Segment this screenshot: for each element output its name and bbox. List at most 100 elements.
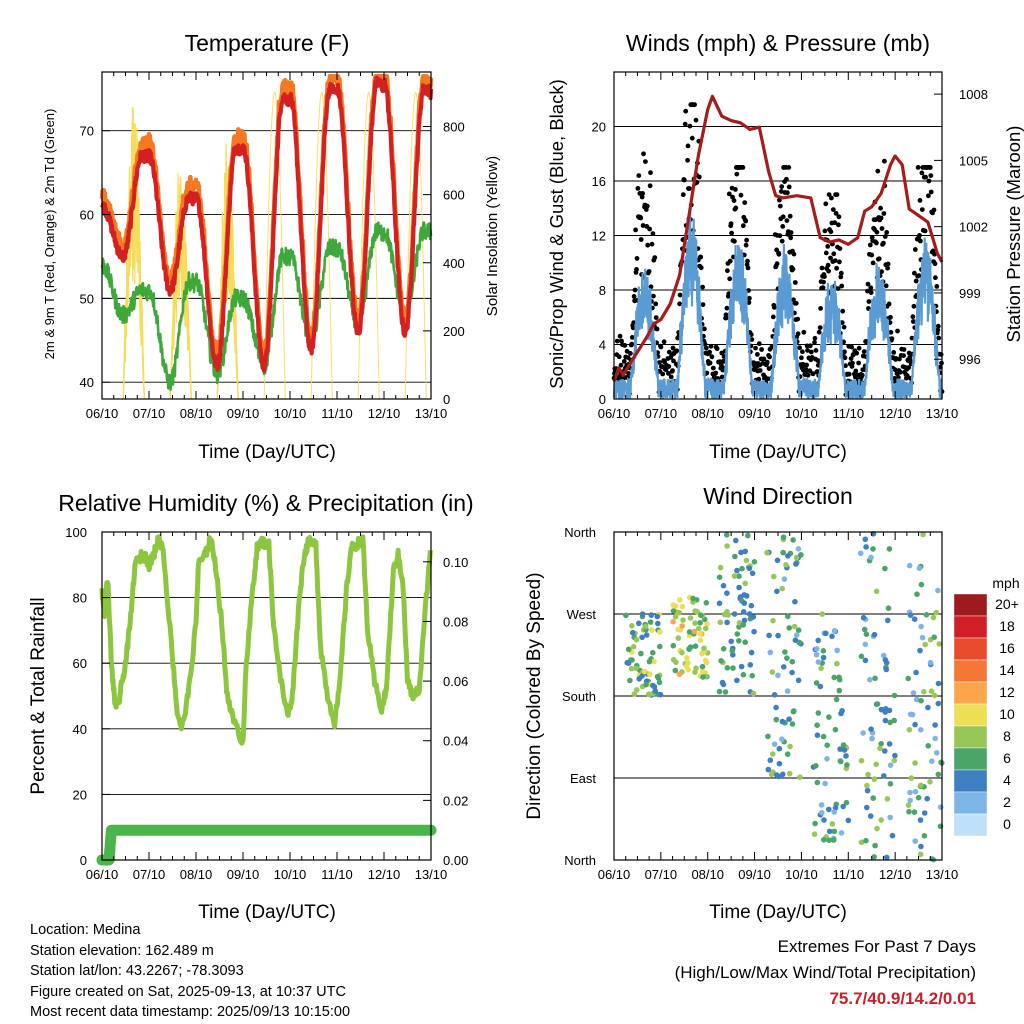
gust-point (654, 326, 660, 332)
direction-point (836, 687, 843, 694)
direction-point (858, 757, 865, 764)
gust-point (671, 358, 676, 364)
gust-point (837, 246, 843, 252)
direction-point (655, 620, 661, 627)
direction-point (924, 795, 930, 802)
gust-point (742, 200, 748, 206)
direction-point (740, 609, 747, 615)
gust-point (815, 369, 820, 374)
direction-point (765, 733, 771, 740)
gust-point (710, 365, 716, 371)
gust-point (831, 251, 837, 257)
direction-point (767, 649, 774, 656)
direction-point (872, 675, 878, 682)
direction-point (679, 623, 685, 629)
gust-point (840, 308, 846, 314)
gust-point (647, 183, 653, 189)
direction-point (906, 727, 913, 733)
direction-point (826, 806, 832, 813)
gust-point (653, 301, 659, 307)
gust-point (889, 336, 895, 341)
direction-point (871, 631, 878, 638)
humidity-series (99, 534, 433, 746)
gust-point (753, 345, 758, 351)
direction-point (697, 637, 704, 643)
direction-point (795, 546, 802, 552)
gust-point (805, 372, 811, 378)
elevation-text: Station elevation: 162.489 m (30, 942, 214, 959)
direction-point (720, 582, 727, 589)
gust-point (740, 223, 746, 229)
gust-point (777, 203, 783, 209)
colorbar-swatch (953, 791, 988, 815)
gust-point (883, 283, 889, 289)
direction-point (773, 704, 779, 711)
direction-point (821, 817, 827, 823)
y-tick-label: 4 (599, 338, 606, 353)
gust-point (795, 316, 801, 322)
solar-line (122, 123, 145, 400)
direction-point (647, 619, 654, 625)
gust-point (692, 102, 697, 108)
gust-point (653, 315, 659, 320)
gust-point (617, 333, 623, 339)
direction-point (923, 612, 930, 618)
direction-point (913, 669, 919, 676)
direction-point (679, 603, 686, 610)
colorbar-swatch (953, 725, 988, 749)
gust-point (635, 186, 641, 191)
direction-point (882, 709, 888, 715)
direction-point (629, 657, 635, 663)
gust-point (838, 274, 844, 280)
direction-point (633, 636, 640, 643)
gust-point (792, 280, 798, 285)
direction-point (862, 536, 869, 543)
gust-point (841, 324, 847, 330)
direction-point (779, 718, 786, 725)
direction-point (676, 609, 682, 616)
direction-point (935, 771, 942, 778)
x-tick-label: 10/10 (274, 406, 307, 421)
gust-point (700, 302, 706, 307)
gust-point (626, 371, 631, 376)
direction-point (931, 634, 937, 640)
gust-point (926, 178, 932, 184)
direction-point (624, 659, 630, 666)
direction-point (860, 730, 866, 736)
solar-line (357, 91, 380, 400)
direction-point (925, 743, 931, 749)
direction-point (885, 605, 892, 611)
gust-point (834, 192, 840, 198)
direction-point (813, 763, 819, 769)
direction-point (625, 646, 632, 653)
humidity-panel: Relative Humidity (%) & Precipitation (i… (28, 490, 474, 923)
x-tick-label: 12/10 (879, 867, 912, 882)
direction-point (699, 668, 706, 675)
gust-point (616, 354, 622, 360)
direction-point (887, 781, 894, 787)
gust-point (709, 354, 715, 360)
gust-point (836, 214, 842, 220)
direction-point (750, 614, 757, 620)
direction-point (838, 830, 845, 836)
x-tick-label: 08/10 (691, 867, 724, 882)
x-tick-label: 06/10 (86, 867, 119, 882)
direction-point (857, 550, 864, 557)
extremes-box: Extremes For Past 7 Days (High/Low/Max W… (675, 934, 976, 1012)
gust-point (728, 221, 734, 227)
direction-point (864, 787, 871, 794)
direction-point (843, 753, 849, 759)
gust-point (786, 165, 792, 170)
gust-point (799, 355, 804, 361)
direction-point (676, 671, 683, 678)
direction-point (937, 804, 944, 810)
gust-point (724, 315, 729, 321)
direction-point (739, 565, 745, 572)
temperature-title: Temperature (F) (185, 30, 350, 56)
gust-point (834, 265, 839, 271)
gust-point (793, 300, 799, 306)
gust-point (839, 283, 845, 289)
y2-tick-label: 1002 (959, 220, 988, 235)
y-tick-label: 80 (73, 591, 87, 606)
solar-y-axis-title: Solar Insolation (Yellow) (484, 156, 501, 316)
